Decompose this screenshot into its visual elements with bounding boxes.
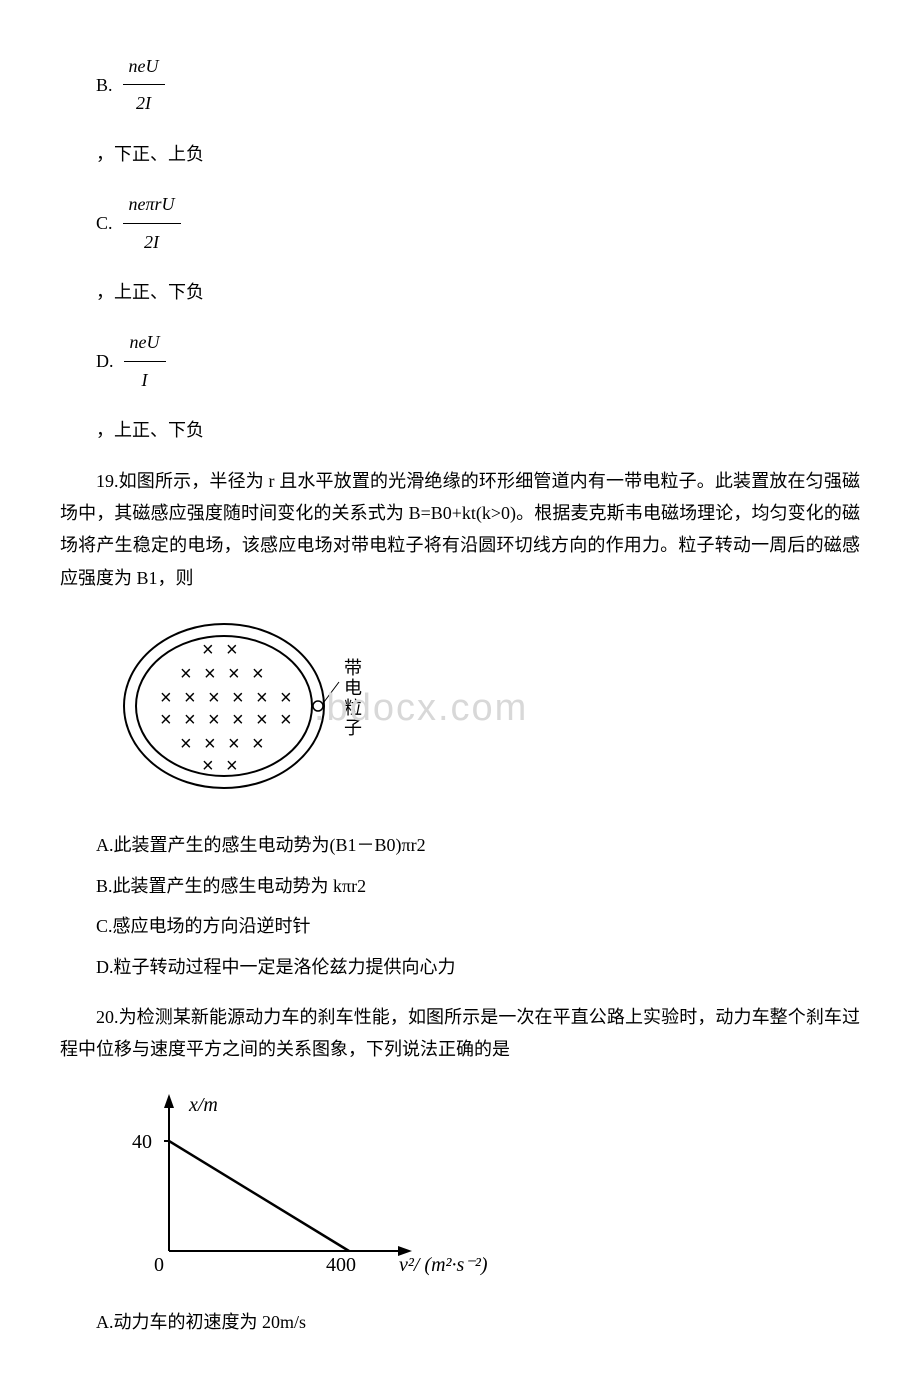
question-19-figure: ×× ×××× ×××××× ×××××× ×××× ×× 带 电 粒 子 .b… — [114, 614, 860, 809]
svg-text:×: × — [232, 709, 244, 731]
option-d-suffix: ，上正、下负 — [60, 414, 860, 446]
option-d-fraction-row: D. neU I — [60, 316, 860, 406]
option-d-fraction: neU I — [124, 326, 166, 396]
option-c-label: C. — [96, 207, 113, 239]
svg-text:×: × — [252, 663, 264, 685]
option-c-fraction-row: C. neπrU 2I — [60, 178, 860, 268]
displacement-velocity-chart: x/m 40 0 400 v²/ (m²·s⁻²) — [114, 1086, 494, 1276]
svg-text:×: × — [256, 687, 268, 709]
option-b-label: B. — [96, 69, 113, 101]
q19-option-d: D.粒子转动过程中一定是洛伦兹力提供向心力 — [60, 951, 860, 983]
outer-ring — [124, 624, 324, 788]
q19-option-c: C.感应电场的方向沿逆时针 — [60, 910, 860, 942]
option-d-label: D. — [96, 345, 114, 377]
svg-text:×: × — [280, 687, 292, 709]
svg-text:×: × — [184, 687, 196, 709]
svg-text:×: × — [280, 709, 292, 731]
chart-axes — [164, 1094, 412, 1256]
option-b-fraction-row: B. neU 2I — [60, 40, 860, 130]
svg-text:×: × — [232, 687, 244, 709]
y-axis-label: x/m — [188, 1094, 218, 1116]
svg-text:×: × — [180, 663, 192, 685]
option-c-suffix: ，上正、下负 — [60, 276, 860, 308]
option-b-numerator: neU — [123, 50, 165, 85]
question-20-text: 20.为检测某新能源动力车的刹车性能，如图所示是一次在平直公路上实验时，动力车整… — [60, 1001, 860, 1066]
option-b-suffix: ，下正、上负 — [60, 138, 860, 170]
svg-text:×: × — [252, 733, 264, 755]
y-tick-label-40: 40 — [132, 1131, 152, 1153]
q19-option-b: B.此装置产生的感生电动势为 kπr2 — [60, 870, 860, 902]
svg-text:×: × — [204, 663, 216, 685]
svg-text:×: × — [160, 687, 172, 709]
option-b-fraction: neU 2I — [123, 50, 165, 120]
svg-text:×: × — [180, 733, 192, 755]
svg-text:×: × — [202, 639, 214, 661]
option-b-denominator: 2I — [130, 85, 157, 119]
question-20-chart: x/m 40 0 400 v²/ (m²·s⁻²) — [114, 1086, 860, 1286]
q20-option-a: A.动力车的初速度为 20m/s — [60, 1306, 860, 1338]
svg-text:×: × — [226, 755, 238, 777]
question-19-text: 19.如图所示，半径为 r 且水平放置的光滑绝缘的环形细管道内有一带电粒子。此装… — [60, 465, 860, 595]
x-axis-label: v²/ (m²·s⁻²) — [399, 1254, 488, 1276]
chart-data-line — [169, 1141, 349, 1251]
svg-text:×: × — [226, 639, 238, 661]
option-d-denominator: I — [136, 362, 154, 396]
watermark-text: .bdocx.com — [314, 674, 528, 742]
option-c-fraction: neπrU 2I — [123, 188, 181, 258]
option-c-numerator: neπrU — [123, 188, 181, 223]
svg-text:×: × — [160, 709, 172, 731]
q19-option-a: A.此装置产生的感生电动势为(B1－B0)πr2 — [60, 829, 860, 861]
x-tick-label-400: 400 — [326, 1254, 356, 1276]
option-c-denominator: 2I — [138, 224, 165, 258]
origin-label: 0 — [154, 1254, 164, 1276]
option-d-numerator: neU — [124, 326, 166, 361]
svg-text:×: × — [202, 755, 214, 777]
svg-text:×: × — [228, 733, 240, 755]
svg-text:×: × — [208, 687, 220, 709]
svg-text:×: × — [228, 663, 240, 685]
svg-text:×: × — [204, 733, 216, 755]
magnetic-field-crosses: ×× ×××× ×××××× ×××××× ×××× ×× — [160, 639, 292, 777]
svg-text:×: × — [184, 709, 196, 731]
svg-text:×: × — [208, 709, 220, 731]
svg-text:×: × — [256, 709, 268, 731]
